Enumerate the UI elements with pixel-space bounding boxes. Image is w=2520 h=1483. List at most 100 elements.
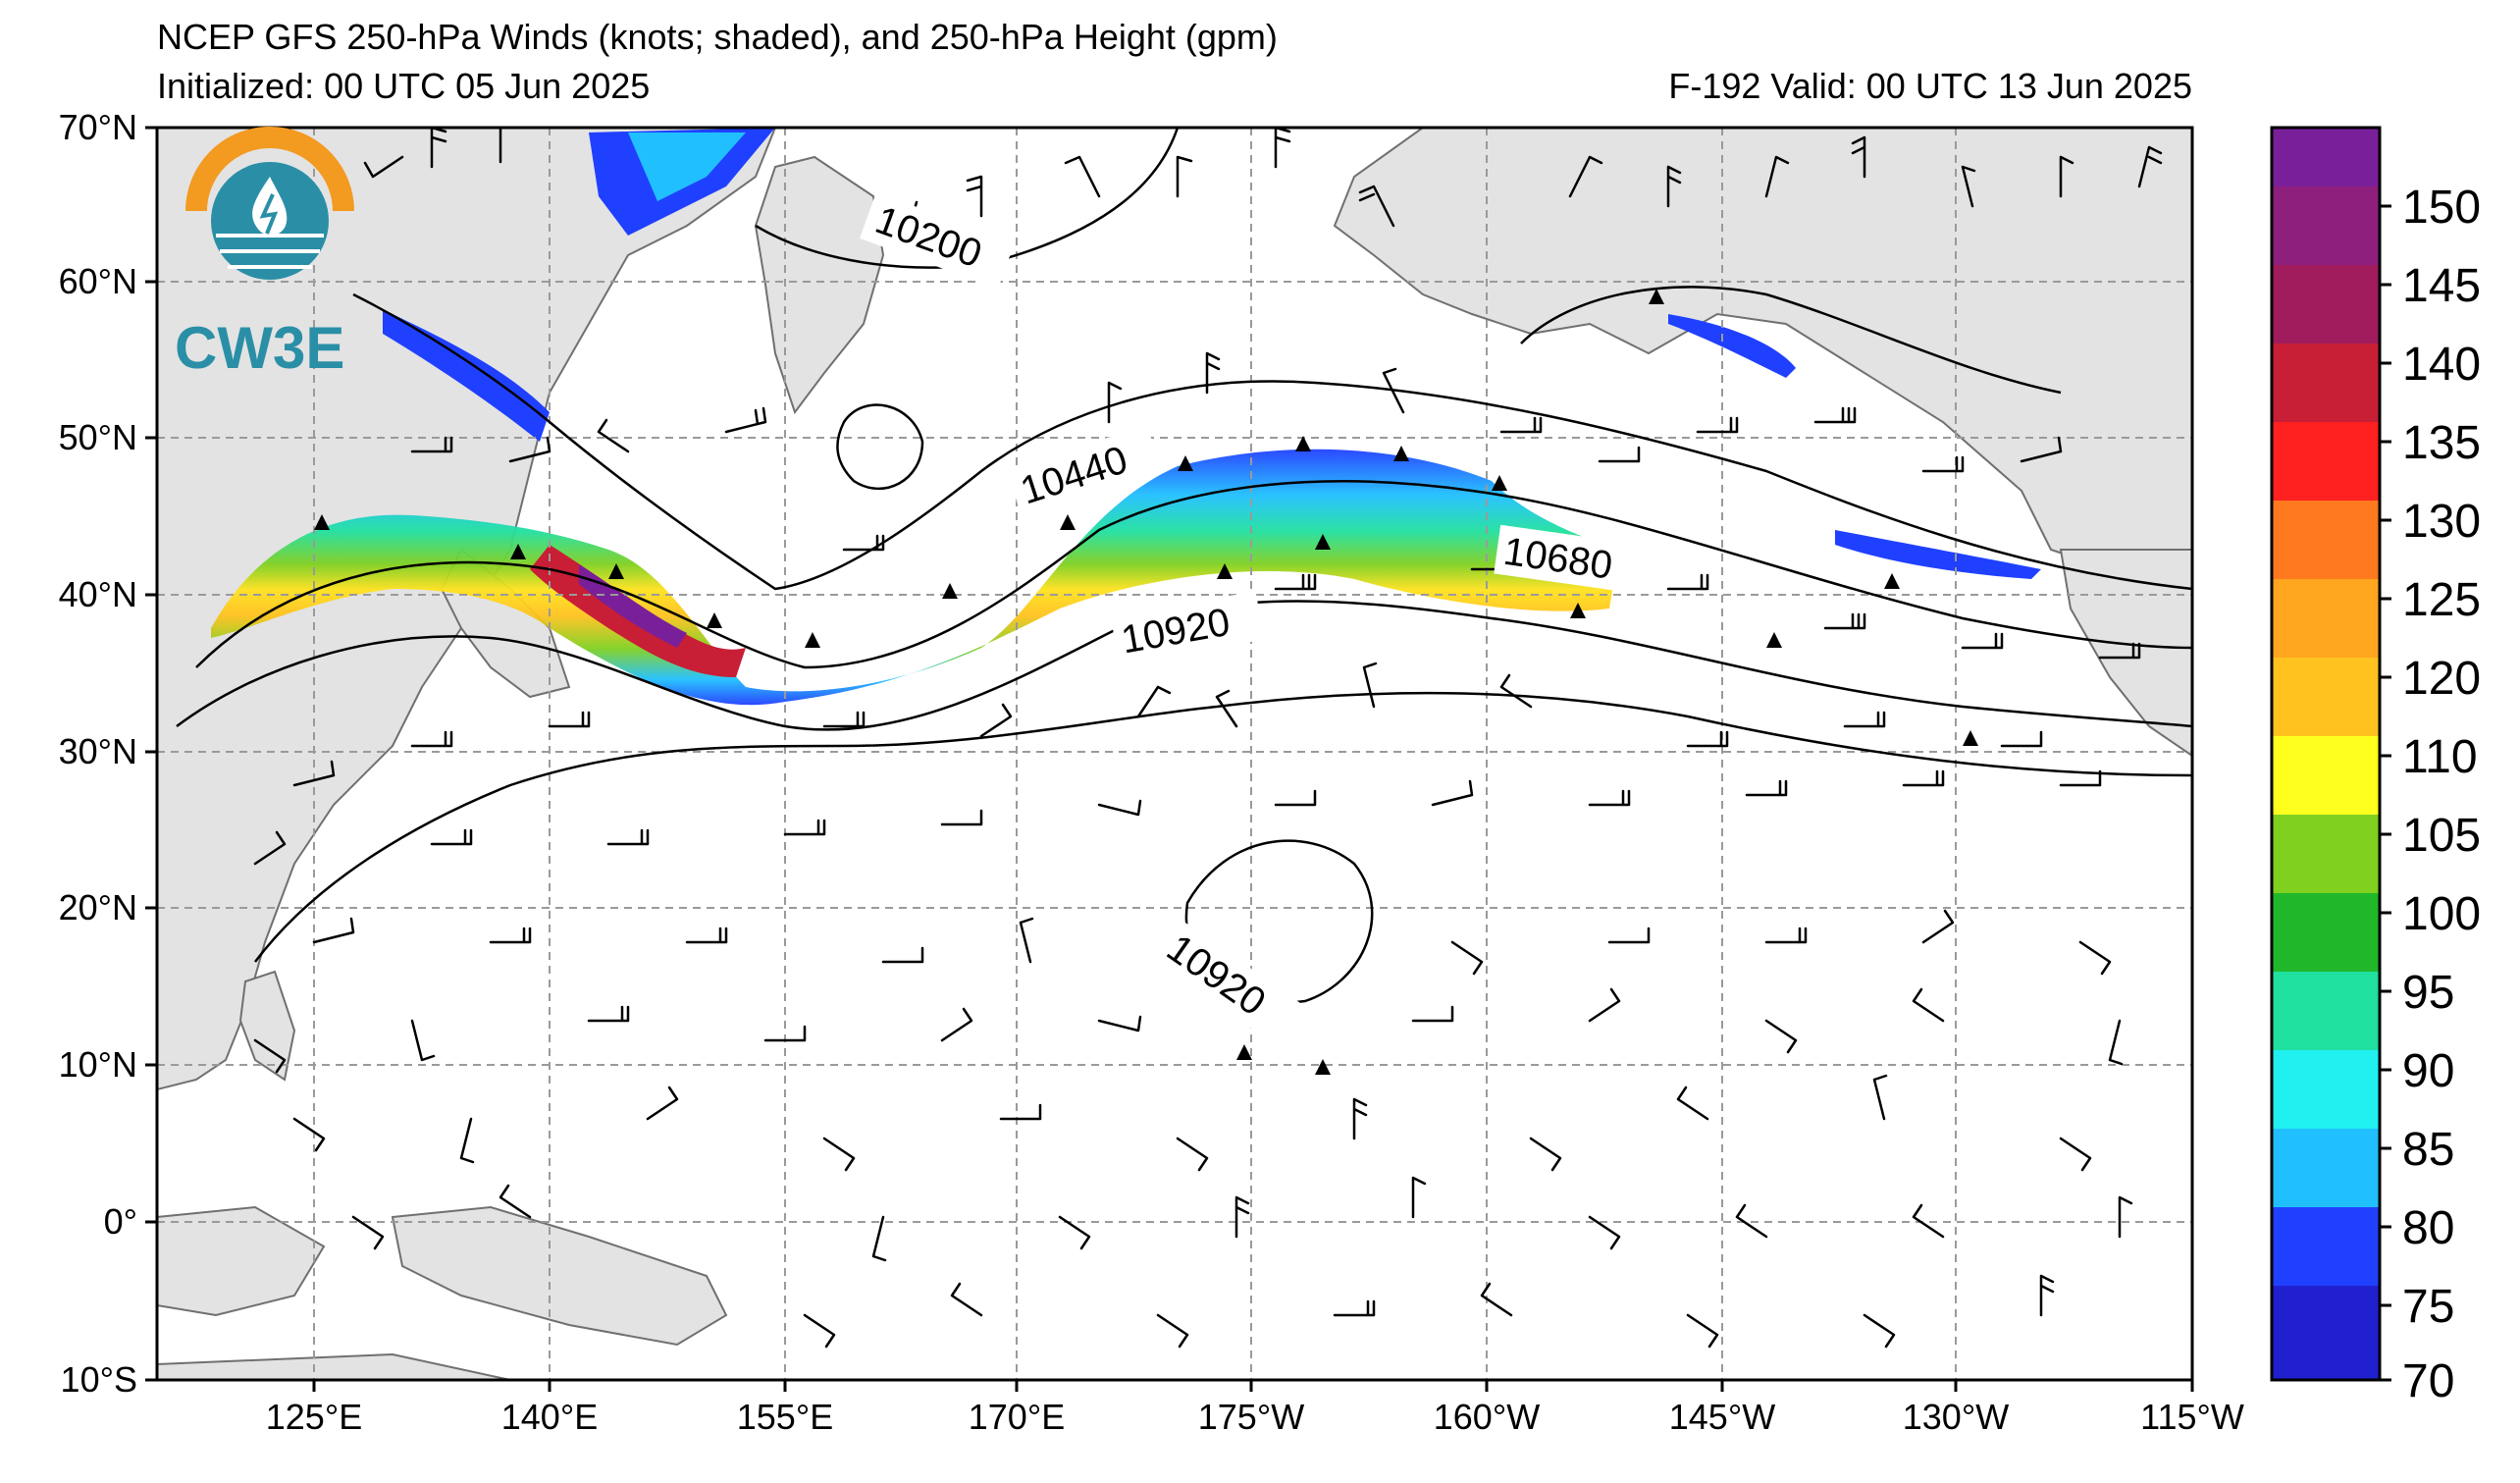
- wind-barb: [1215, 689, 1238, 728]
- lat-label: 0°: [104, 1201, 137, 1242]
- colorbar-tick-label: 125: [2402, 574, 2481, 626]
- wind-barb: [1499, 673, 1533, 709]
- wind-barb: [1097, 799, 1142, 817]
- jet-east-1: [1668, 314, 1796, 378]
- wind-barb: [1136, 685, 1172, 718]
- wind-barb: [1480, 1282, 1513, 1317]
- wind-barb: [1607, 927, 1651, 944]
- pennant-barb: [805, 632, 820, 648]
- wind-barb: [783, 819, 826, 836]
- colorbar-swatch: [2272, 157, 2380, 186]
- pennant-barb: [1178, 455, 1193, 471]
- wind-barb: [842, 534, 885, 552]
- wind-barb: [1450, 940, 1484, 976]
- wind-barb: [1912, 1203, 1945, 1239]
- wind-barb: [2059, 769, 2102, 787]
- wind-barb: [1588, 1215, 1621, 1250]
- lon-label: 125°E: [266, 1397, 362, 1437]
- wind-barb: [2059, 1137, 2092, 1172]
- wind-barb: [1961, 632, 2004, 650]
- wind-barb: [2000, 730, 2043, 748]
- map-content: 10200 10440 10680 10920 10920: [157, 128, 2192, 1380]
- wind-barb: [1176, 155, 1193, 198]
- wind-barb: [606, 828, 650, 846]
- wind-barb: [597, 418, 630, 453]
- wind-barb: [1411, 1005, 1454, 1023]
- lon-label: 130°W: [1903, 1397, 2009, 1437]
- lon-label: 175°W: [1198, 1397, 1304, 1437]
- colorbar-tick-label: 80: [2402, 1202, 2454, 1254]
- wind-barb: [1764, 927, 1808, 944]
- wind-barb: [1598, 446, 1641, 463]
- wind-barb: [950, 1282, 983, 1317]
- wind-barb: [410, 436, 453, 453]
- wind-barb: [1382, 367, 1405, 414]
- land-new-guinea: [391, 1205, 728, 1347]
- pennant-barb: [1315, 1059, 1331, 1075]
- wind-barb: [312, 917, 355, 944]
- lat-label: 10°S: [61, 1359, 137, 1400]
- wind-barb: [2108, 1019, 2124, 1066]
- pennant-barb: [1963, 730, 1978, 746]
- wind-barb: [1863, 1313, 1896, 1349]
- graticule: [157, 128, 2192, 1380]
- valid-time: F-192 Valid: 00 UTC 13 Jun 2025: [1668, 66, 2192, 106]
- wind-barb: [1362, 662, 1378, 709]
- lat-label: 70°N: [59, 107, 137, 147]
- wind-barb: [1921, 455, 1965, 473]
- logo-arc-icon: [185, 127, 354, 212]
- land-masses: [157, 128, 2192, 1380]
- wind-barb: [499, 1184, 532, 1219]
- wind-barb: [871, 1215, 887, 1262]
- colorbar-tick-label: 105: [2402, 810, 2481, 862]
- wind-barb: [1902, 769, 1945, 787]
- wind-barb: [587, 1005, 630, 1023]
- wind-barb: [822, 1137, 856, 1172]
- pennant-barb: [314, 514, 330, 530]
- colorbar-swatch: [2272, 893, 2380, 972]
- land-north-america-coast: [2059, 549, 2192, 758]
- wind-barb: [1333, 1299, 1376, 1317]
- wind-barb: [646, 1086, 679, 1121]
- wind-barb: [2078, 940, 2112, 976]
- map-frame: [155, 126, 2194, 1382]
- pennant-barb: [707, 612, 722, 628]
- wind-barb: [1019, 917, 1034, 964]
- wind-barbs: [253, 128, 2163, 1349]
- colorbar-swatch: [2272, 128, 2380, 157]
- wind-barb: [253, 1038, 287, 1074]
- wind-barb: [1588, 987, 1621, 1023]
- lat-label: 60°N: [59, 261, 137, 301]
- wind-barb: [1274, 789, 1317, 807]
- colorbar-tick-label: 95: [2402, 967, 2454, 1019]
- wind-barb: [1735, 1203, 1768, 1239]
- jet-east-2: [1835, 530, 2041, 579]
- pennant-barb: [1766, 632, 1782, 648]
- lat-label: 50°N: [59, 417, 137, 457]
- wind-barb: [499, 128, 515, 164]
- wind-barb: [459, 1117, 475, 1164]
- colorbar-swatch: [2272, 1129, 2380, 1207]
- wind-barb: [1843, 711, 1886, 728]
- colorbar-tick-label: 120: [2402, 653, 2481, 705]
- wind-barb: [1764, 155, 1790, 198]
- lat-label: 10°N: [59, 1044, 137, 1085]
- wind-barb: [2098, 642, 2141, 660]
- logo-bolt-icon: [259, 193, 279, 235]
- lon-label: 155°E: [737, 1397, 833, 1437]
- pennant-barb: [1060, 514, 1076, 530]
- wind-barb: [1696, 416, 1739, 434]
- wind-barb: [1411, 1176, 1427, 1219]
- wind-barb: [1358, 185, 1395, 228]
- wind-barb: [724, 406, 767, 434]
- wind-barb: [1064, 155, 1101, 198]
- wind-barb: [2020, 436, 2063, 463]
- wind-barb: [940, 1007, 973, 1042]
- contour-line: [836, 403, 924, 491]
- lon-label: 170°E: [969, 1397, 1065, 1437]
- pennant-barb: [1236, 1044, 1252, 1060]
- wind-barb: [1666, 165, 1682, 208]
- colorbar-swatch: [2272, 186, 2380, 265]
- wind-barb: [979, 703, 1013, 738]
